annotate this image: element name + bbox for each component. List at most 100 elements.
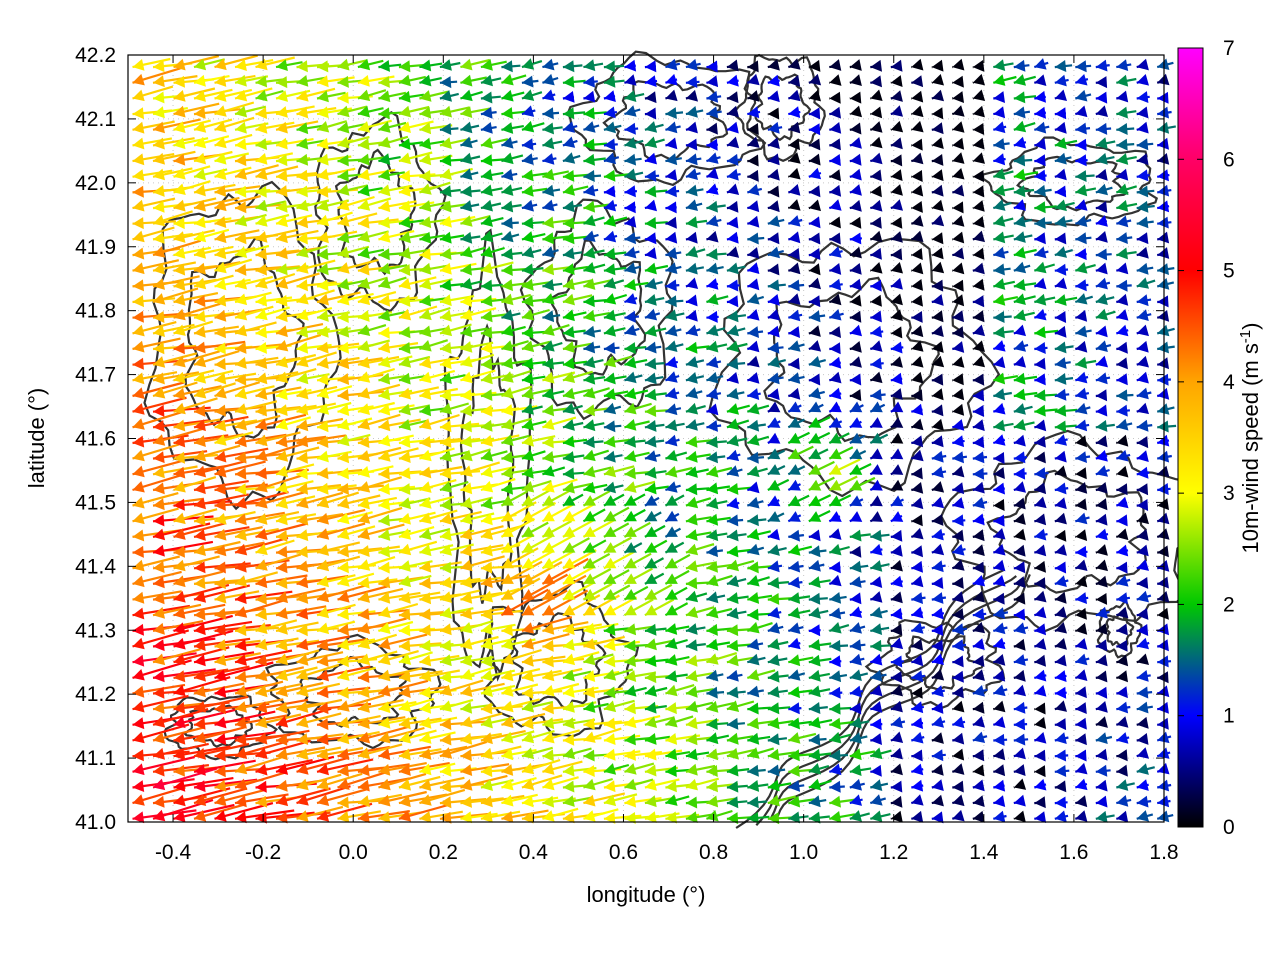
wind-arrow-head — [685, 89, 698, 102]
wind-arrow-head — [132, 607, 145, 620]
wind-arrow-head — [214, 544, 227, 557]
wind-arrow-head — [685, 450, 698, 463]
wind-arrow-head — [931, 749, 944, 762]
wind-arrow-head — [583, 278, 596, 290]
wind-arrow-head — [849, 511, 863, 522]
wind-arrow-head — [870, 401, 883, 413]
wind-arrow-head — [808, 248, 821, 260]
wind-arrow-head — [808, 733, 821, 746]
wind-arrow-head — [1136, 419, 1149, 432]
wind-arrow-head — [685, 153, 698, 166]
wind-arrow-head — [439, 357, 452, 370]
wind-arrow-head — [132, 623, 144, 636]
wind-arrow-head — [357, 591, 370, 603]
wind-arrow-head — [419, 763, 432, 776]
wind-arrow-head — [993, 622, 1006, 635]
wind-arrow-head — [870, 199, 883, 212]
wind-arrow-head — [726, 592, 739, 604]
wind-arrow-head — [501, 324, 514, 337]
wind-arrow-head — [993, 499, 1005, 511]
wind-arrow-head — [624, 278, 637, 291]
wind-arrow-head — [583, 573, 596, 584]
wind-arrow-head — [480, 294, 493, 307]
wind-arrow-head — [296, 419, 309, 432]
wind-arrow-head — [1034, 169, 1046, 182]
wind-arrow-head — [931, 325, 944, 337]
wind-arrow-head — [153, 528, 166, 541]
wind-arrow-head — [726, 639, 739, 652]
wind-arrow-head — [460, 74, 473, 87]
wind-arrow-head — [1054, 638, 1067, 650]
wind-arrow-head — [357, 403, 370, 415]
wind-arrow-head — [501, 371, 514, 383]
wind-arrow-head — [296, 685, 309, 697]
wind-arrow-head — [1075, 482, 1088, 494]
wind-arrow-head — [460, 435, 473, 448]
wind-arrow-head — [747, 247, 760, 259]
wind-arrow-head — [173, 247, 186, 259]
wind-arrow-head — [214, 639, 227, 652]
wind-arrow-head — [1034, 404, 1046, 417]
wind-arrow-head — [214, 199, 227, 212]
wind-arrow-head — [993, 138, 1005, 150]
wind-arrow-head — [480, 372, 493, 385]
wind-arrow-head — [993, 294, 1006, 306]
wind-arrow-head — [972, 451, 985, 464]
wind-arrow-head — [173, 402, 186, 415]
wind-arrow-head — [480, 716, 493, 729]
wind-arrow-head — [726, 449, 740, 462]
wind-arrow-head — [194, 341, 206, 354]
wind-arrow-head — [460, 231, 473, 244]
wind-arrow-head — [849, 278, 862, 291]
wind-arrow-head — [767, 622, 780, 634]
wind-arrow-head — [1095, 654, 1108, 667]
wind-arrow-head — [153, 434, 166, 446]
wind-arrow-head — [1136, 309, 1149, 321]
wind-arrow-head — [419, 577, 431, 590]
wind-arrow-head — [583, 731, 596, 743]
wind-arrow-head — [952, 373, 964, 386]
wind-arrow-head — [1136, 512, 1149, 525]
wind-arrow-head — [235, 543, 248, 556]
wind-arrow-head — [439, 498, 452, 511]
wind-arrow-head — [357, 450, 371, 462]
wind-arrow-head — [398, 356, 412, 368]
wind-arrow-head — [337, 184, 350, 196]
terrain-contour-line — [753, 73, 812, 142]
wind-arrow-head — [1136, 499, 1149, 511]
wind-arrow-head — [398, 624, 411, 637]
wind-arrow-head — [439, 248, 452, 260]
wind-arrow-head — [665, 542, 678, 553]
wind-arrow-head — [357, 608, 370, 621]
wind-arrow-head — [276, 701, 288, 714]
wind-arrow-head — [808, 73, 822, 86]
wind-arrow-head — [378, 419, 391, 432]
wind-arrow-head — [808, 417, 822, 428]
wind-arrow-head — [993, 467, 1005, 479]
wind-arrow-head — [276, 90, 288, 102]
wind-arrow-head — [132, 545, 144, 558]
wind-arrow-head — [624, 450, 637, 462]
wind-arrow-head — [603, 733, 616, 745]
wind-arrow-head — [911, 449, 924, 462]
wind-arrow-head — [972, 123, 985, 135]
wind-arrow-head — [747, 184, 760, 196]
wind-arrow-head — [849, 576, 862, 588]
wind-arrow-head — [747, 262, 760, 274]
wind-arrow-head — [603, 215, 617, 227]
wind-arrow-head — [931, 418, 944, 431]
wind-arrow-head — [235, 89, 248, 102]
wind-arrow-head — [460, 685, 473, 697]
wind-arrow-head — [542, 495, 555, 506]
wind-arrow-head — [644, 232, 657, 245]
wind-arrow-head — [562, 184, 575, 196]
wind-arrow-head — [829, 479, 842, 491]
wind-arrow-head — [665, 419, 678, 432]
wind-arrow-head — [460, 638, 473, 650]
wind-arrow-head — [788, 106, 801, 118]
wind-arrow-head — [685, 341, 698, 354]
wind-arrow-head — [706, 465, 719, 478]
wind-arrow-head — [296, 60, 308, 73]
wind-arrow-head — [665, 231, 678, 244]
wind-arrow-head — [624, 655, 636, 667]
